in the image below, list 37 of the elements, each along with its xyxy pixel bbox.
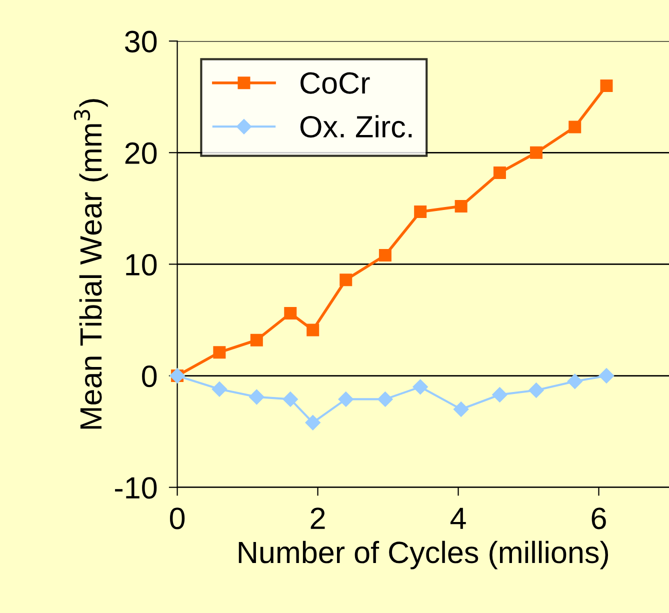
point [414,206,427,218]
y-tick-label: 20 [125,142,157,164]
point [306,324,320,336]
point [378,249,392,262]
point [598,368,614,384]
point [250,334,263,346]
point [530,146,542,159]
point [492,387,508,402]
point [249,389,264,405]
y-tick-label: 30 [125,30,157,52]
point [568,120,582,134]
x-tick-label: 6 [592,508,606,530]
y-axis-title: Mean Tibial Wear (mm$^{3}$) [74,99,108,429]
y-tick-label: -10 [115,477,157,499]
y-tick-label: 10 [126,254,157,276]
x-tick-label: 4 [450,508,466,529]
x-tick-label: 0 [170,508,185,530]
point [600,79,613,92]
x-axis-title: Number of Cycles (millions) [238,540,608,570]
legend-label: Ox. Zirc. [300,115,412,138]
point [284,307,297,320]
point [305,415,320,430]
point [454,402,469,417]
point [378,392,393,407]
point [338,392,354,407]
point [212,382,227,397]
point [412,379,428,394]
point [282,392,298,407]
y-tick-label: 0 [142,366,157,388]
x-tick-label: 2 [310,508,325,529]
point [454,200,468,212]
point [213,346,226,359]
point [493,166,506,179]
point [567,374,582,389]
point [340,274,352,286]
legend-label: CoCr [300,72,370,94]
point [528,382,544,398]
